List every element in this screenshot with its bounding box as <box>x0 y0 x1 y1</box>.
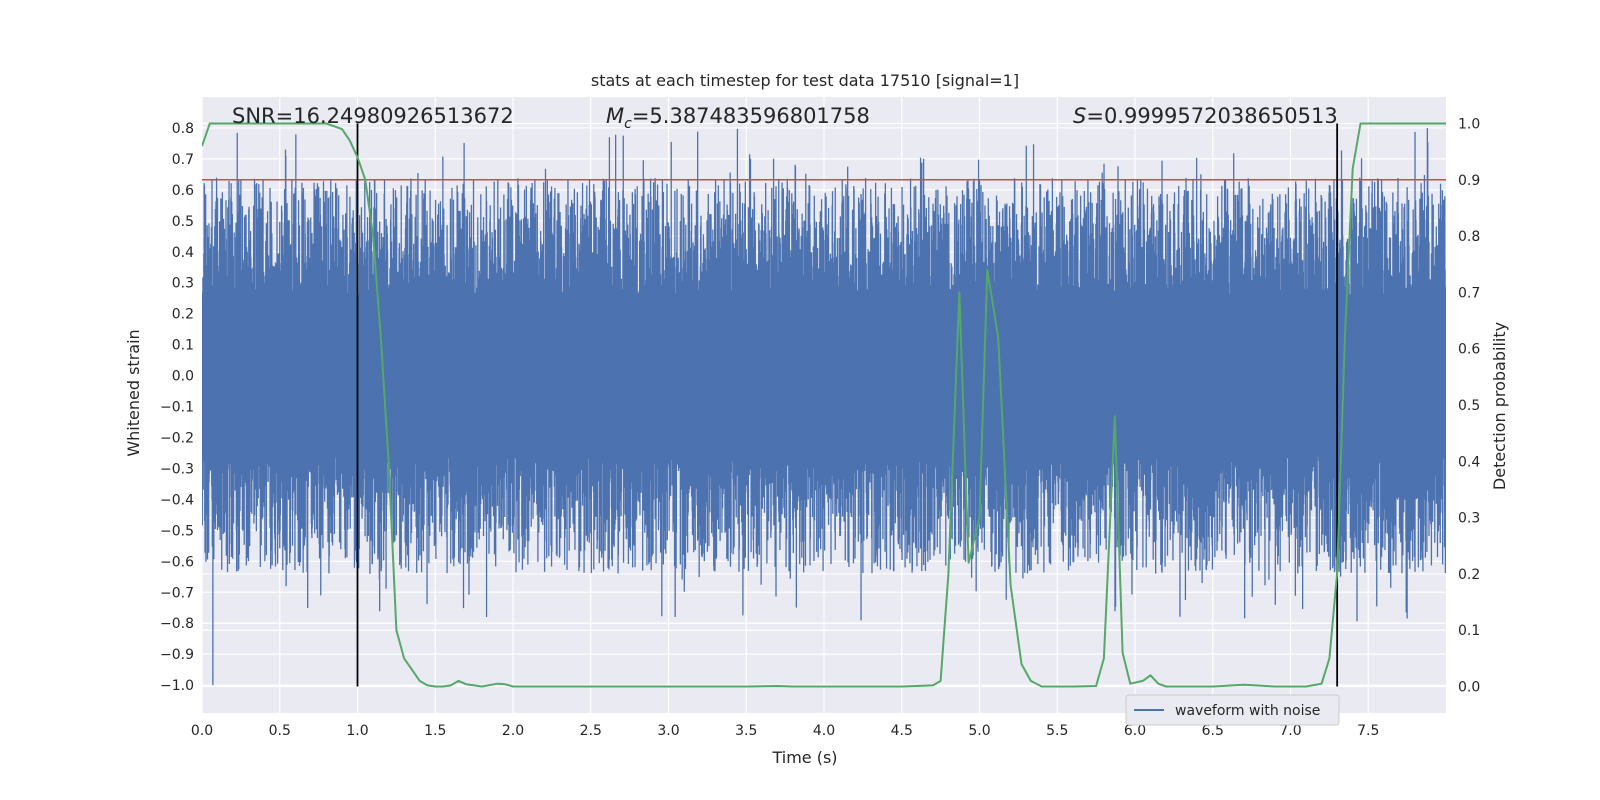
significance-symbol: S <box>1073 104 1086 128</box>
x-tick-label: 3.5 <box>735 723 757 739</box>
x-tick-label: 1.5 <box>424 723 446 739</box>
chirp-mass-symbol: M <box>606 104 624 128</box>
x-tick-label: 3.0 <box>657 723 679 739</box>
chirp-mass-value: =5.387483596801758 <box>632 104 870 128</box>
y-tick-label: −0.2 <box>160 431 194 447</box>
y2-tick-label: 0.3 <box>1458 511 1480 527</box>
x-tick-label: 5.5 <box>1046 723 1068 739</box>
y2-tick-label: 0.1 <box>1458 623 1480 639</box>
x-tick-label: 0.0 <box>191 723 213 739</box>
legend-box <box>1125 694 1340 726</box>
y-tick-label: 0.2 <box>172 307 194 323</box>
x-tick-label: 4.5 <box>891 723 913 739</box>
detection-probability-line <box>202 122 1446 688</box>
chirp-mass-subscript: c <box>624 116 632 132</box>
y2-tick-label: 0.9 <box>1458 173 1480 189</box>
y2-tick-label: 1.0 <box>1458 116 1480 132</box>
x-tick-label: 6.0 <box>1124 723 1146 739</box>
x-tick-label: 2.5 <box>580 723 602 739</box>
significance-annotation: S=0.9999572038650513 <box>1073 104 1338 128</box>
y2-tick-label: 0.8 <box>1458 229 1480 245</box>
y-tick-label: 0.8 <box>172 121 194 137</box>
chart-title: stats at each timestep for test data 175… <box>591 71 1019 90</box>
x-tick-label: 6.5 <box>1202 723 1224 739</box>
y-tick-label: −0.6 <box>160 554 194 570</box>
y2-tick-label: 0.7 <box>1458 285 1480 301</box>
chirp-mass-annotation: Mc=5.387483596801758 <box>606 104 870 132</box>
legend: waveform with noise <box>1125 694 1340 726</box>
y-axis-ticks: −1.0 −0.9 −0.8 −0.7 −0.6 −0.5 −0.4 −0.3 −0.2 −0.1… <box>160 121 194 694</box>
y-tick-label: −0.5 <box>160 523 194 539</box>
y-tick-label: −0.9 <box>160 647 194 663</box>
y2-tick-label: 0.6 <box>1458 342 1480 358</box>
y-tick-label: 0.1 <box>172 338 194 354</box>
x-axis-label: Time (s) <box>771 748 837 767</box>
significance-value: =0.9999572038650513 <box>1086 104 1337 128</box>
x-tick-label: 5.0 <box>968 723 990 739</box>
x-axis-ticks: 0.0 0.5 1.0 1.5 2.0 2.5 3.0 3.5 4.0 4.5 5.0 5.5 6.0 6… <box>191 723 1380 739</box>
y-axis-label: Whitened strain <box>124 329 143 456</box>
y-tick-label: −0.8 <box>160 616 194 632</box>
y-tick-label: 0.6 <box>172 183 194 199</box>
waveform-series-line <box>202 128 1446 686</box>
x-tick-label: 1.0 <box>346 723 368 739</box>
x-tick-label: 7.5 <box>1357 723 1379 739</box>
vertical-markers <box>356 123 1339 687</box>
y-tick-label: −1.0 <box>160 678 194 694</box>
y2-axis-label: Detection probability <box>1490 322 1509 490</box>
snr-annotation: SNR=16.24980926513672 <box>232 104 514 128</box>
y-tick-label: 0.0 <box>172 369 194 385</box>
x-tick-label: 7.0 <box>1279 723 1301 739</box>
x-tick-label: 2.0 <box>502 723 524 739</box>
y2-tick-label: 0.0 <box>1458 680 1480 696</box>
x-tick-label: 4.0 <box>813 723 835 739</box>
x-tick-label: 0.5 <box>269 723 291 739</box>
y-tick-label: 0.7 <box>172 152 194 168</box>
y2-axis-ticks: 0.0 0.1 0.2 0.3 0.4 0.5 0.6 0.7 0.8 0.9 1.0 <box>1458 116 1480 695</box>
y-tick-label: 0.4 <box>172 245 194 261</box>
y-tick-label: 0.5 <box>172 214 194 230</box>
y2-tick-label: 0.4 <box>1458 454 1480 470</box>
y-tick-label: −0.4 <box>160 492 194 508</box>
y-tick-label: −0.1 <box>160 400 194 416</box>
y2-tick-label: 0.2 <box>1458 567 1480 583</box>
y-tick-label: −0.7 <box>160 585 194 601</box>
legend-label-waveform: waveform with noise <box>1175 703 1320 719</box>
y-tick-label: −0.3 <box>160 461 194 477</box>
y2-tick-label: 0.5 <box>1458 398 1480 414</box>
y-tick-label: 0.3 <box>172 276 194 292</box>
